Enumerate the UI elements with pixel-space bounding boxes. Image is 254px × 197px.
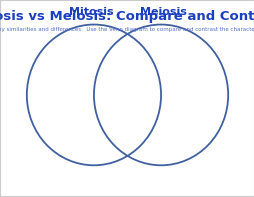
- Text: Mitosis and meiosis have many similarities and differences.  Use the Venn diagra: Mitosis and meiosis have many similariti…: [0, 27, 254, 32]
- Text: Meiosis: Meiosis: [139, 7, 186, 17]
- Text: Mitosis: Mitosis: [69, 7, 114, 17]
- Text: Mitosis vs Meiosis: Compare and Contrast: Mitosis vs Meiosis: Compare and Contrast: [0, 10, 254, 23]
